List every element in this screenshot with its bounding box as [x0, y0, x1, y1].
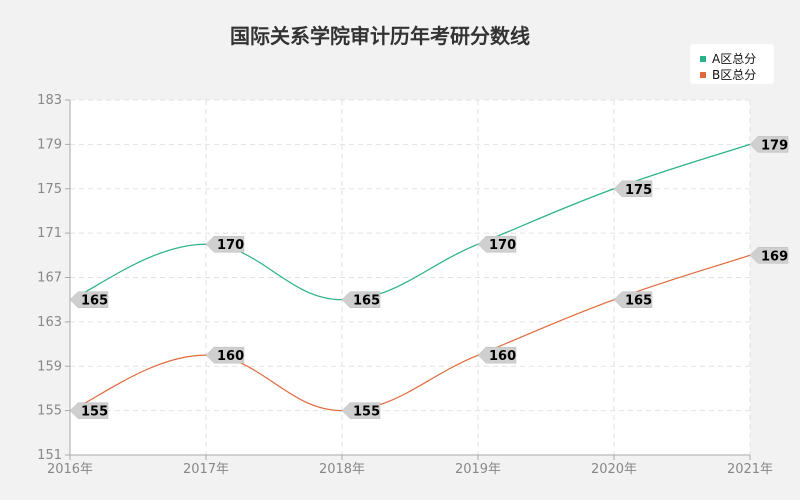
legend-label: B区总分: [712, 68, 756, 82]
data-label-bg: [69, 291, 109, 308]
y-tick-label: 151: [37, 448, 62, 463]
data-label: 160: [477, 346, 517, 364]
legend-swatch: [700, 56, 706, 62]
data-label-text: 165: [625, 294, 652, 309]
data-label-text: 175: [625, 183, 652, 198]
plot-area: [70, 100, 750, 455]
data-label: 165: [69, 291, 109, 309]
data-label-text: 155: [353, 405, 380, 420]
legend-box: [690, 44, 774, 84]
data-label-bg: [477, 346, 517, 364]
axes: 151 155 159 163 167 171 175 179 183 2016年 2017年 201…: [37, 93, 773, 477]
data-label: 155: [341, 402, 381, 420]
legend-item-1[interactable]: B区总分: [700, 68, 756, 82]
y-tick-label: 159: [37, 359, 62, 374]
x-tick-label: 2017年: [183, 462, 229, 477]
y-tick-label: 183: [37, 93, 62, 108]
y-tick-label: 155: [37, 404, 62, 419]
data-label-bg: [205, 346, 245, 364]
data-label: 170: [477, 235, 517, 253]
data-label-text: 170: [489, 238, 516, 253]
data-label-bg: [749, 136, 789, 153]
x-tick-label: 2020年: [591, 462, 637, 477]
y-tick-label: 175: [37, 182, 62, 197]
y-tick-label: 163: [37, 315, 62, 330]
legend-swatch: [700, 72, 706, 78]
data-label: 179: [749, 136, 789, 153]
data-label-bg: [341, 291, 381, 308]
chart-title: 国际关系学院审计历年考研分数线: [230, 24, 530, 48]
x-tick-label: 2021年: [727, 462, 773, 477]
data-label: 165: [341, 291, 381, 309]
data-label: 175: [613, 180, 653, 198]
data-label-text: 169: [761, 249, 788, 264]
data-label-text: 165: [81, 294, 108, 309]
data-labels: 165 170 165 170 175 179 155 160 155 160 165 169: [69, 136, 789, 420]
data-label: 160: [205, 346, 245, 364]
data-label-text: 179: [761, 138, 788, 153]
data-label: 170: [205, 235, 245, 253]
data-label-text: 160: [217, 349, 244, 364]
data-label-text: 165: [353, 294, 380, 309]
x-tick-label: 2019年: [455, 462, 501, 477]
data-label-bg: [749, 247, 789, 264]
data-label: 165: [613, 291, 653, 309]
data-label-bg: [613, 291, 653, 308]
legend-label: A区总分: [712, 52, 756, 66]
x-tick-label: 2016年: [47, 462, 93, 477]
data-label-bg: [613, 180, 653, 197]
data-label-text: 160: [489, 349, 516, 364]
data-label-bg: [205, 235, 245, 253]
data-label-text: 170: [217, 238, 244, 253]
data-label: 169: [749, 247, 789, 264]
legend-item-0[interactable]: A区总分: [700, 52, 756, 66]
legend[interactable]: A区总分 B区总分: [690, 44, 774, 84]
y-tick-label: 179: [37, 137, 62, 152]
y-tick-label: 167: [37, 271, 62, 286]
data-label-text: 155: [81, 405, 108, 420]
y-tick-label: 171: [37, 226, 62, 241]
x-tick-label: 2018年: [319, 462, 365, 477]
data-label: 155: [69, 402, 109, 420]
data-label-bg: [477, 235, 517, 253]
data-label-bg: [69, 402, 109, 419]
data-label-bg: [341, 402, 381, 419]
